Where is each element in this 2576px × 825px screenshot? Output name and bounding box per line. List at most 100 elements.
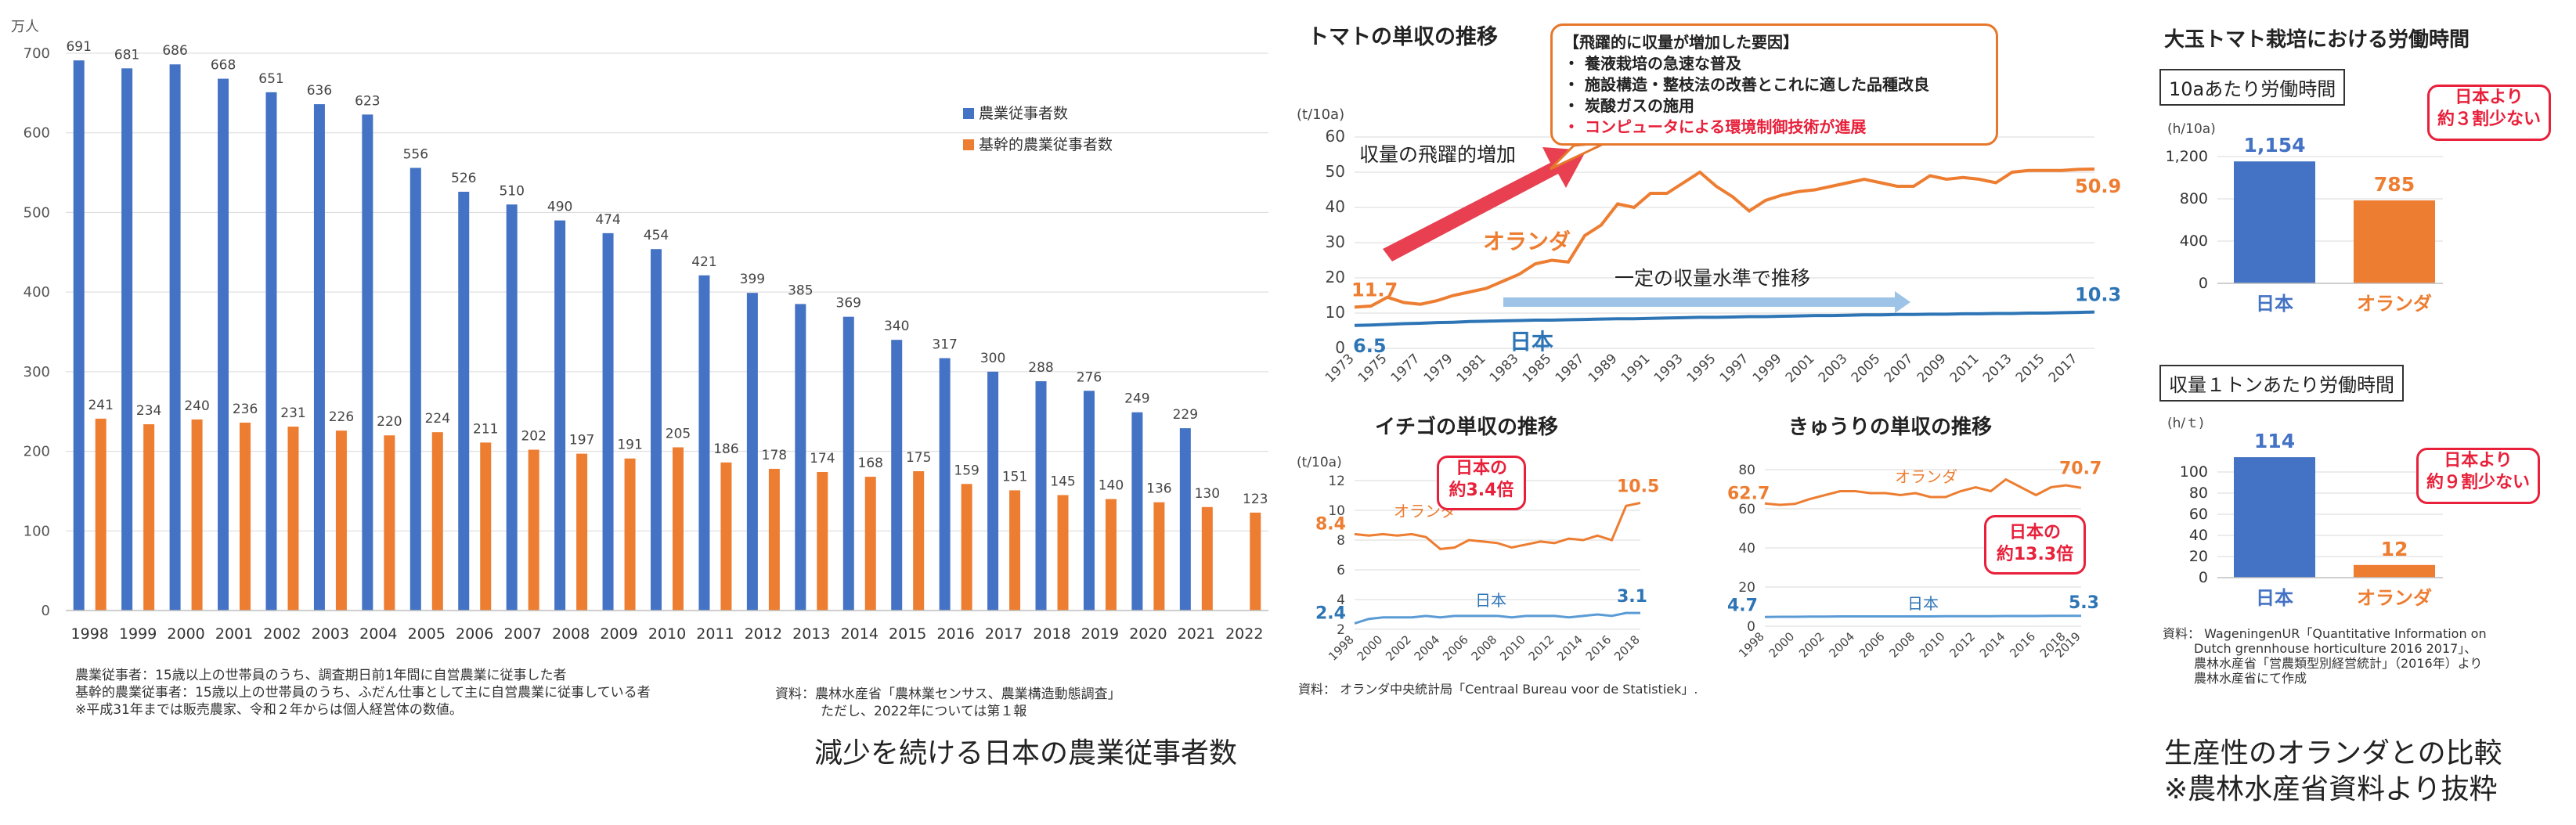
bar-core-workers — [913, 471, 925, 611]
labor-per-ton-chart: (h/ｔ) 0 20 40 60 80 100 114 日本 12 オランダ — [2167, 416, 2443, 609]
data-label: 224 — [425, 411, 450, 427]
tomato-yield-chart: 0102030405060197319751977197919811983198… — [1297, 24, 2121, 386]
y-tick-label: 400 — [2180, 232, 2208, 250]
chart-title: イチゴの単収の推移 — [1375, 415, 1558, 439]
y-tick-label: 200 — [23, 444, 50, 460]
cucumber-yield-chart: 0204060801998200020022004200620082010201… — [1727, 416, 2102, 661]
data-label: 1,154 — [2243, 134, 2305, 157]
y-tick-label: 400 — [23, 284, 50, 301]
x-tick-label: 1981 — [1454, 351, 1489, 386]
factor-item: ・ 施設構造・整枝法の改善とこれに適した品種改良 — [1564, 75, 1929, 94]
y-tick-label: 80 — [2189, 485, 2208, 502]
data-label: 236 — [233, 402, 258, 417]
x-tick-label: 2014 — [841, 625, 879, 643]
bar-farm-workers — [651, 249, 662, 611]
data-label: 241 — [88, 398, 113, 413]
series-name-japan: 日本 — [1510, 329, 1553, 355]
source-line-1: 資料：農林水産省「農林業センサス、農業構造動態調査」 — [775, 686, 1121, 702]
cucumber-ratio-callout: 日本の 約13.3倍 — [1984, 515, 2086, 575]
bar-core-workers — [95, 418, 106, 611]
y-tick-label: 60 — [2189, 506, 2208, 523]
bar-farm-workers — [795, 304, 806, 611]
bar-core-workers — [817, 472, 828, 611]
x-tick-label: 2012 — [1526, 632, 1557, 664]
data-label: 114 — [2254, 430, 2295, 452]
y-unit-label: (h/10a) — [2167, 121, 2216, 137]
source-line: Dutch grennhouse horticulture 2016 2017」… — [2194, 641, 2477, 656]
data-label: 123 — [1243, 492, 1268, 507]
data-label: 240 — [184, 398, 209, 414]
y-tick-label: 50 — [1326, 162, 1345, 181]
start-label-netherlands: 62.7 — [1727, 484, 1770, 503]
chart-title: きゅうりの単収の推移 — [1788, 416, 1992, 439]
series-name-japan: 日本 — [1907, 594, 1939, 613]
y-tick-label: 20 — [1738, 580, 1755, 596]
source-line: 農林水産省にて作成 — [2194, 671, 2307, 686]
y-tick-label: 600 — [23, 125, 50, 142]
bar-core-workers — [1201, 506, 1213, 611]
annotation-flat: 一定の収量水準で推移 — [1615, 267, 1810, 290]
factor-item: ・ 炭酸ガスの施用 — [1564, 96, 1694, 115]
x-tick-label: 2005 — [1849, 351, 1884, 386]
callout-line: 約９割少ない — [2426, 473, 2530, 492]
x-tick-label: 2019 — [1081, 625, 1119, 643]
end-label-japan: 3.1 — [1617, 587, 1647, 607]
data-label: 178 — [762, 448, 787, 463]
x-tick-label: 2006 — [1856, 629, 1888, 661]
bar-farm-workers — [1179, 428, 1191, 611]
data-label: 226 — [329, 409, 354, 425]
x-tick-label: 2021 — [1178, 625, 1215, 643]
y-tick-label: 40 — [2189, 527, 2208, 544]
bar-core-workers — [335, 431, 347, 611]
bar-farm-workers — [891, 340, 903, 611]
bar-farm-workers — [218, 78, 229, 611]
x-tick-label: 1985 — [1520, 351, 1555, 386]
chart-title: トマトの単収の推移 — [1308, 24, 1498, 49]
x-tick-label: 2002 — [1383, 632, 1414, 664]
bar-farm-workers — [602, 232, 614, 611]
x-tick-label: 2013 — [792, 625, 830, 643]
data-label: 399 — [740, 272, 765, 287]
data-label: 454 — [644, 228, 669, 243]
y-tick-label: 12 — [1328, 474, 1345, 489]
y-tick-label: 0 — [1335, 338, 1345, 357]
x-tick-label: 2016 — [1583, 632, 1615, 664]
x-tick-label: 2018 — [1033, 625, 1070, 643]
source-line: 農林水産省「営農類型別経営統計」（2016年）より — [2194, 656, 2483, 671]
x-tick-label: 1998 — [71, 625, 109, 643]
x-tick-label: 2015 — [889, 625, 926, 643]
bar-farm-workers — [698, 275, 710, 611]
bar-core-workers — [673, 447, 684, 611]
data-label: 145 — [1050, 474, 1075, 490]
x-tick-label: 2020 — [1129, 625, 1167, 643]
x-tick-label: 1998 — [1326, 632, 1357, 664]
y-tick-label: 700 — [23, 45, 50, 62]
flat-arrow — [1503, 291, 1910, 313]
data-label: 526 — [451, 171, 476, 186]
end-label-netherlands: 50.9 — [2075, 175, 2121, 197]
bar-core-workers — [1250, 512, 1261, 611]
bar-core-workers — [864, 477, 876, 611]
y-tick-label: 0 — [2199, 275, 2208, 292]
x-tick-label: 2004 — [359, 625, 397, 643]
x-tick-label: 2015 — [2013, 351, 2048, 386]
data-label: 421 — [691, 254, 716, 270]
bar-core-workers — [287, 427, 299, 611]
x-tick-label: 日本 — [2256, 587, 2293, 609]
x-tick-label: 2007 — [504, 625, 542, 643]
data-label: 474 — [595, 212, 620, 228]
x-tick-label: 2008 — [552, 625, 590, 643]
factor-item-highlight: ・ コンピュータによる環境制御技術が進展 — [1564, 117, 1867, 136]
end-label-japan: 5.3 — [2069, 593, 2099, 613]
y-tick-label: 0 — [41, 603, 50, 619]
legend-label: 農業従事者数 — [979, 105, 1068, 122]
x-tick-label: 2009 — [600, 625, 637, 643]
bar-core-workers — [720, 462, 732, 611]
x-tick-label: 2007 — [1881, 351, 1917, 386]
x-tick-label: 日本 — [2256, 293, 2293, 315]
series-line-netherlands — [1354, 502, 1641, 550]
yield-source-note: 資料： オランダ中央統計局「Centraal Bureau voor de St… — [1298, 682, 1698, 697]
data-label: 168 — [858, 456, 883, 471]
annotation-rise: 収量の飛躍的増加 — [1359, 143, 1516, 166]
data-label: 556 — [403, 146, 428, 162]
